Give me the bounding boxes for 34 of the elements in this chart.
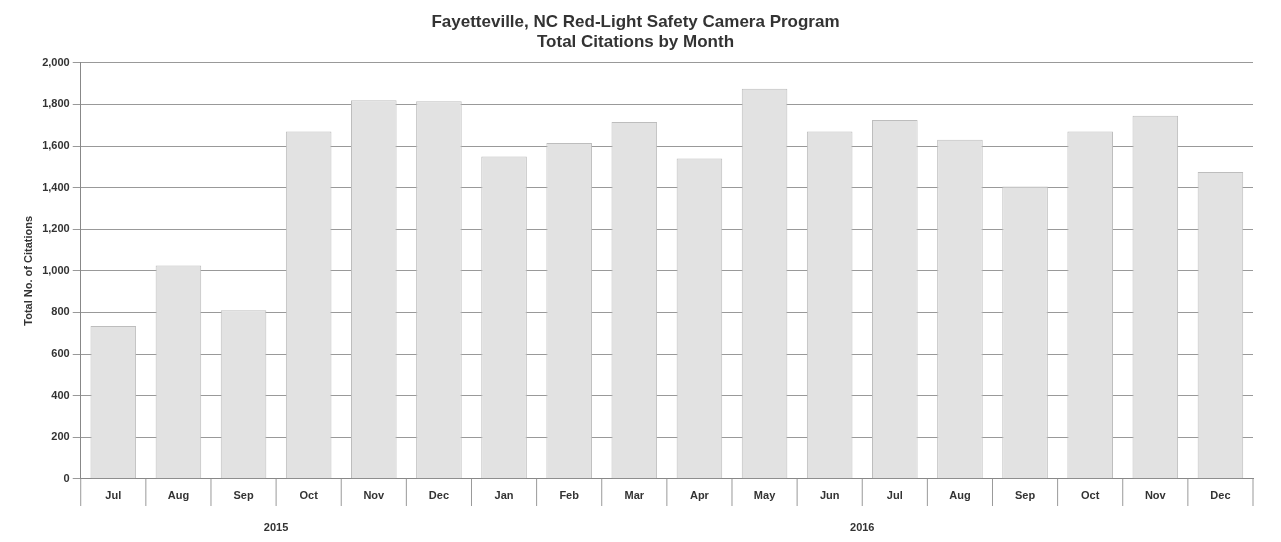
x-tick-label: Jul	[105, 489, 122, 502]
x-tick-label: Jul	[886, 489, 903, 502]
x-tick-label: Sep	[1014, 489, 1036, 502]
x-tick-label: Nov	[363, 489, 386, 502]
x-tick-label: May	[753, 489, 777, 502]
x-tick-label: Dec	[428, 489, 450, 502]
y-tick-label: 400	[51, 388, 70, 401]
x-tick-label: Feb	[559, 489, 580, 502]
x-tick-label: Nov	[1144, 489, 1167, 502]
x-tick-label: Jan	[494, 489, 514, 502]
x-tick-label: Oct	[1081, 489, 1100, 502]
y-axis-title: Total No. of Citations	[21, 215, 34, 326]
x-tick-label: Aug	[949, 489, 971, 502]
x-tick-label: Mar	[624, 489, 645, 502]
x-tick-label: Dec	[1210, 489, 1231, 502]
chart-subtitle: Total Citations by Month	[536, 32, 735, 52]
x-tick-label: Sep	[233, 489, 254, 502]
y-tick-label: 800	[51, 305, 70, 318]
x-tick-label: Aug	[167, 489, 190, 502]
x-tick-label: Jun	[819, 489, 840, 502]
y-tick-label: 1,200	[42, 222, 70, 235]
text: 2016	[850, 521, 875, 534]
y-tick-label: 2,000	[42, 55, 70, 68]
x-tick-label: Oct	[299, 489, 319, 502]
x-tick-label: Apr	[689, 489, 710, 502]
chart-title: Fayetteville, NC Red-Light Safety Camera Program	[431, 11, 840, 31]
y-tick-label: 200	[51, 430, 70, 443]
y-tick-label: 600	[51, 347, 70, 360]
y-tick-label: 0	[63, 471, 70, 484]
y-tick-label: 1,800	[42, 97, 70, 110]
y-tick-label: 1,000	[42, 263, 70, 276]
text: 2015	[263, 521, 289, 534]
y-tick-label: 1,600	[42, 139, 70, 152]
y-tick-label: 1,400	[42, 180, 70, 193]
